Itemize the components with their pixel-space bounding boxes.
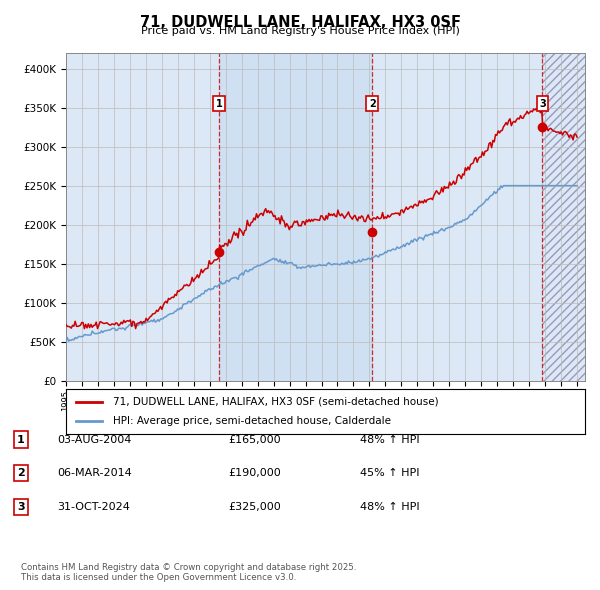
Text: 31-OCT-2024: 31-OCT-2024: [57, 502, 130, 512]
Text: 2: 2: [17, 468, 25, 478]
Text: Contains HM Land Registry data © Crown copyright and database right 2025.
This d: Contains HM Land Registry data © Crown c…: [21, 563, 356, 582]
Text: HPI: Average price, semi-detached house, Calderdale: HPI: Average price, semi-detached house,…: [113, 417, 391, 426]
Text: £190,000: £190,000: [228, 468, 281, 478]
Bar: [542, 53, 585, 381]
Text: 1: 1: [215, 99, 223, 109]
Text: 2: 2: [369, 99, 376, 109]
Text: 3: 3: [17, 502, 25, 512]
Text: 48% ↑ HPI: 48% ↑ HPI: [360, 502, 419, 512]
Text: 3: 3: [539, 99, 546, 109]
Text: 48% ↑ HPI: 48% ↑ HPI: [360, 435, 419, 444]
Bar: [219, 53, 372, 381]
Text: 06-MAR-2014: 06-MAR-2014: [57, 468, 132, 478]
Text: Price paid vs. HM Land Registry's House Price Index (HPI): Price paid vs. HM Land Registry's House …: [140, 26, 460, 36]
Text: 03-AUG-2004: 03-AUG-2004: [57, 435, 131, 444]
Text: 1: 1: [17, 435, 25, 444]
Text: 71, DUDWELL LANE, HALIFAX, HX3 0SF: 71, DUDWELL LANE, HALIFAX, HX3 0SF: [139, 15, 461, 30]
Text: 71, DUDWELL LANE, HALIFAX, HX3 0SF (semi-detached house): 71, DUDWELL LANE, HALIFAX, HX3 0SF (semi…: [113, 397, 439, 407]
Bar: [542, 53, 585, 381]
Text: 45% ↑ HPI: 45% ↑ HPI: [360, 468, 419, 478]
Text: £325,000: £325,000: [228, 502, 281, 512]
Text: £165,000: £165,000: [228, 435, 281, 444]
